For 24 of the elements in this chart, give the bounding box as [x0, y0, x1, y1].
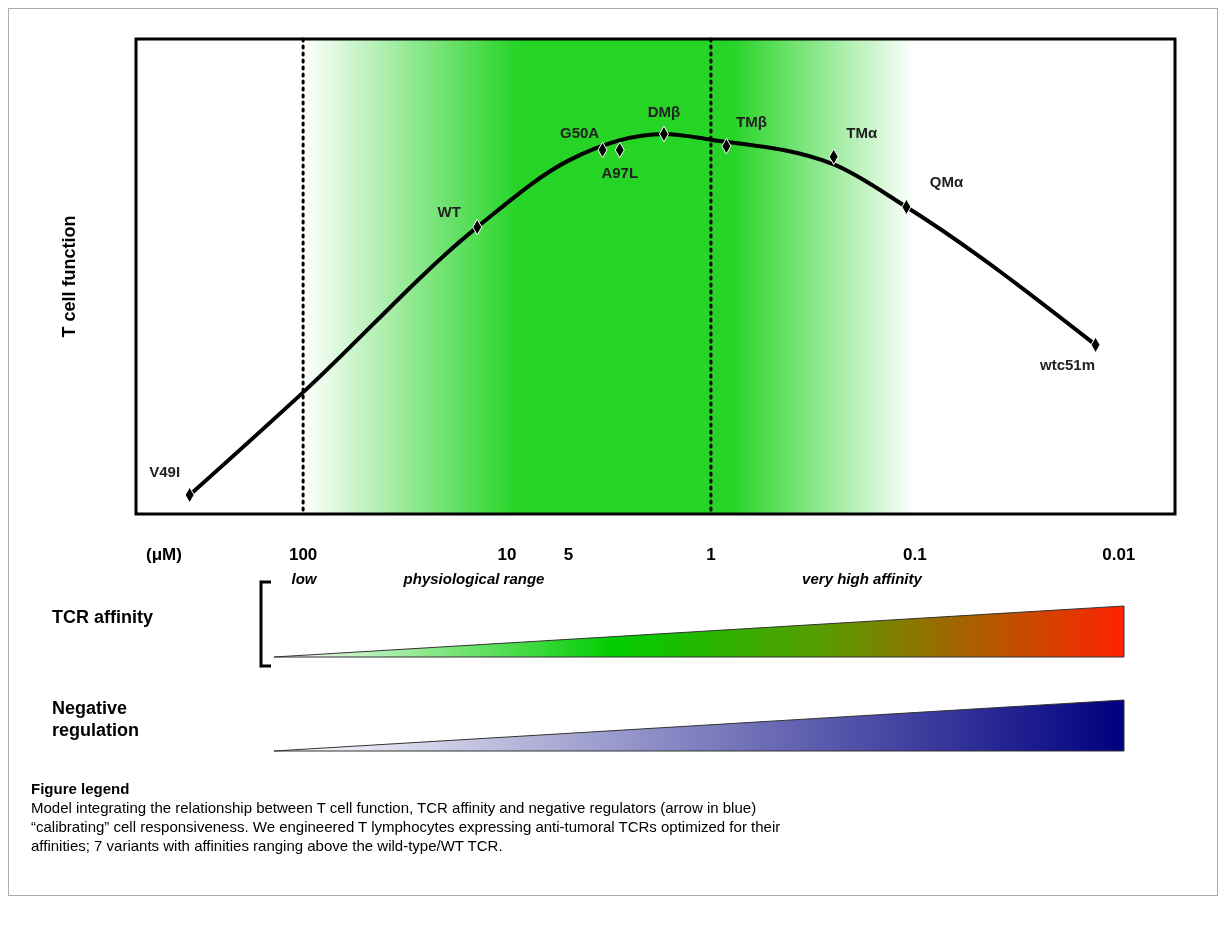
annotation: WT: [437, 203, 461, 221]
x-tick-label: 5: [563, 545, 574, 564]
annotation: wtc51m: [1039, 355, 1096, 373]
text: low: [291, 570, 318, 587]
y-axis-title: T cell function: [59, 215, 79, 338]
x-axis-title: (μM): [146, 545, 182, 564]
x-tick-label: 10: [497, 545, 517, 564]
annotation: V49I: [149, 463, 181, 480]
text: Figure legend: [31, 779, 131, 798]
text: Negative regulation: [52, 698, 140, 740]
annotation: TMα: [846, 123, 878, 141]
x-tick-label: 0.01: [1102, 545, 1136, 564]
annotation: QMα: [929, 172, 964, 190]
annotation: DMβ: [647, 103, 681, 120]
text: TCR affinity: [52, 607, 153, 627]
x-tick-label: 100: [288, 545, 318, 564]
x-tick-label: 1: [706, 545, 716, 564]
annotation: TMβ: [735, 113, 767, 131]
text: Model integrating the relationship between T cell function, TCR affinity and negative regulators (arrow in blue) “calibrating” cell responsiveness. We engineered T lymphocytes expressing anti-tumoral TCRs optimized for their affinities; 7 variants with affinities ranging above the wild-type/WT TCR.: [31, 798, 782, 855]
text: very high affinity: [802, 570, 923, 587]
annotation: A97L: [601, 163, 639, 181]
x-tick-label: 0.1: [903, 545, 927, 564]
text: physiological range: [402, 570, 545, 587]
annotation: G50A: [559, 123, 600, 141]
